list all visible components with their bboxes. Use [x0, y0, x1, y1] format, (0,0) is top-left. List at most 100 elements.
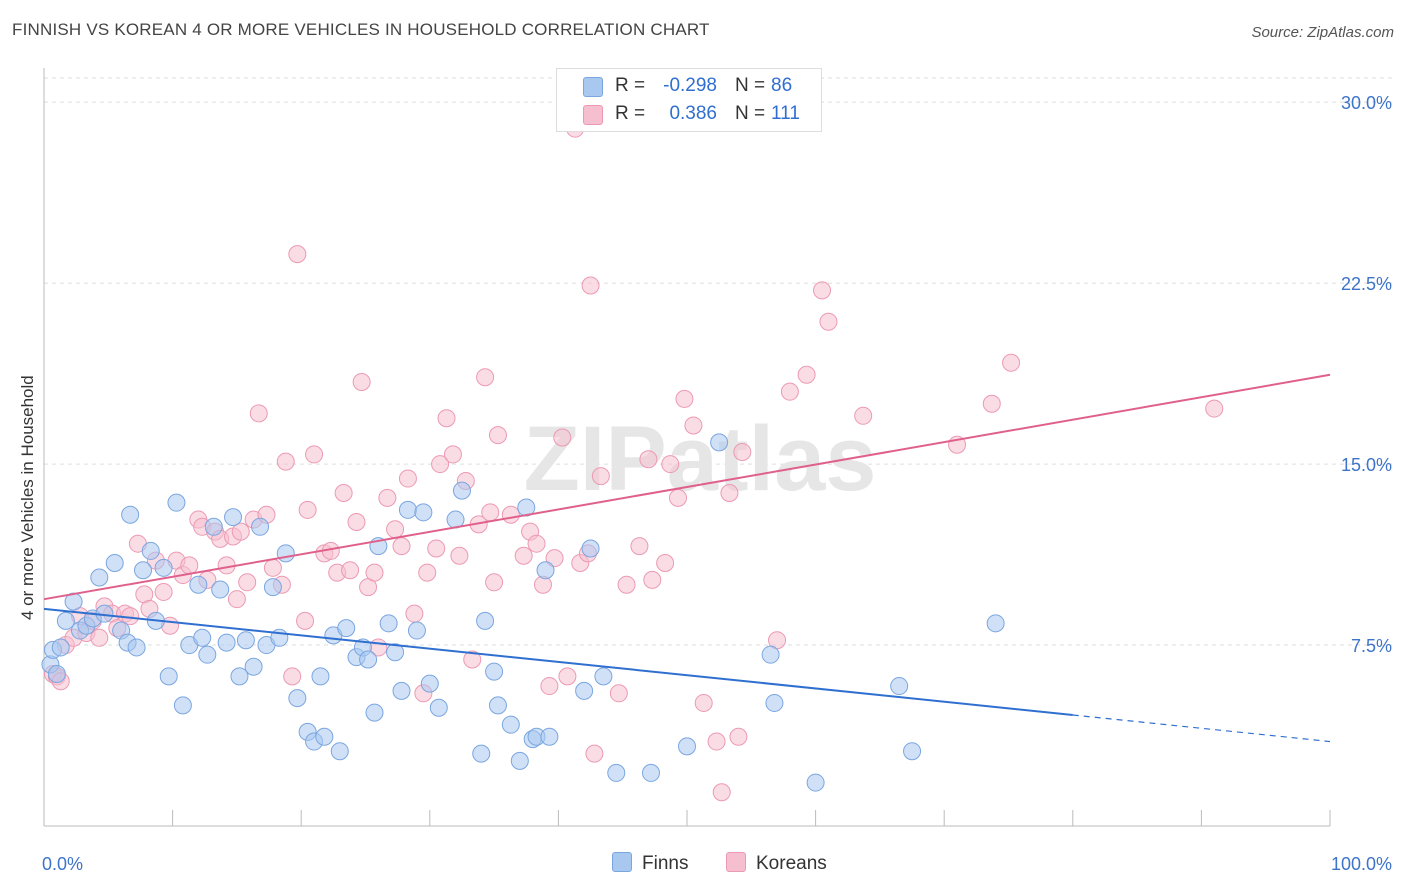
koreans-point [378, 488, 397, 507]
finns-point [379, 614, 398, 633]
koreans-point [797, 365, 816, 384]
finns-point [365, 703, 384, 722]
koreans-point [418, 563, 437, 582]
legend-koreans-swatch [726, 852, 746, 872]
koreans-point [661, 455, 680, 474]
koreans-point [712, 783, 731, 802]
finns-point [288, 689, 307, 708]
koreans-point [463, 650, 482, 669]
finns-point [230, 667, 249, 686]
finns-point [141, 541, 160, 560]
koreans-point [545, 549, 564, 568]
legend-item-finns[interactable]: Finns [612, 852, 688, 875]
finns-point [56, 611, 75, 630]
finns-point [337, 619, 356, 638]
koreans-point [352, 373, 371, 392]
x-tick-label: 100.0% [1331, 854, 1392, 874]
finns-point [211, 580, 230, 599]
koreans-point [720, 484, 739, 503]
finns-point [217, 633, 236, 652]
koreans-point [405, 604, 424, 623]
koreans-point [617, 575, 636, 594]
finns-point [276, 544, 295, 563]
finns-trend-extension [1072, 714, 1331, 743]
koreans-point [780, 382, 799, 401]
finns-point [472, 744, 491, 763]
koreans-point [982, 394, 1001, 413]
y-tick-label: 30.0% [1341, 93, 1392, 113]
koreans-point [501, 505, 520, 524]
finns-point [90, 568, 109, 587]
koreans-point [639, 450, 658, 469]
finns-point [51, 638, 70, 657]
koreans-point [443, 445, 462, 464]
koreans-point [298, 500, 317, 519]
koreans-point [675, 389, 694, 408]
koreans-point [591, 467, 610, 486]
koreans-point [365, 563, 384, 582]
koreans-point [334, 484, 353, 503]
finns-point [224, 508, 243, 527]
finns-point [236, 631, 255, 650]
finns-point [244, 657, 263, 676]
koreans-point [527, 534, 546, 553]
finns-point [159, 667, 178, 686]
finns-point [134, 561, 153, 580]
finns-point [251, 517, 270, 536]
finns-trend-line [43, 607, 1073, 717]
gridlines [44, 77, 1392, 646]
finns-point [594, 667, 613, 686]
koreans-point [668, 488, 687, 507]
finns-point [198, 645, 217, 664]
finns-point [189, 575, 208, 594]
koreans-point [733, 443, 752, 461]
finns-point [154, 558, 173, 577]
finns-point [510, 751, 529, 770]
koreans-point [481, 503, 500, 522]
trend-lines [43, 373, 1331, 743]
koreans-point [540, 677, 559, 696]
finns-point [127, 638, 146, 657]
finns-n-value: 86 [771, 75, 793, 96]
finns-point [485, 662, 504, 681]
koreans-point [585, 744, 604, 763]
koreans-point [1205, 399, 1224, 418]
koreans-n-label: N = [735, 103, 766, 124]
y-tick-label: 7.5% [1351, 636, 1392, 656]
koreans-n-value: 111 [771, 103, 800, 124]
koreans-point [305, 445, 324, 464]
finns-point [420, 674, 439, 693]
koreans-point [427, 539, 446, 558]
tick-labels: 7.5% 15.0% 22.5% 30.0% 0.0% 100.0% [42, 93, 1392, 874]
finns-point [386, 643, 405, 662]
koreans-point [488, 426, 507, 445]
koreans-point [729, 727, 748, 746]
axes [43, 68, 1331, 827]
koreans-point [558, 667, 577, 686]
koreans-point [553, 428, 572, 447]
finns-n-label: N = [735, 75, 766, 96]
chart-title: FINNISH VS KOREAN 4 OR MORE VEHICLES IN … [12, 20, 710, 39]
finns-point [330, 742, 349, 761]
finns-point [575, 681, 594, 700]
finns-point [392, 681, 411, 700]
koreans-point [296, 611, 315, 630]
stats-box: R = -0.298 N = 86 R = 0.386 N = 111 [556, 68, 822, 132]
koreans-point [398, 469, 417, 488]
finns-point [607, 763, 626, 782]
finns-points [41, 433, 1005, 792]
finns-point [641, 763, 660, 782]
koreans-point [485, 573, 504, 592]
stats-row-koreans: R = 0.386 N = 111 [557, 101, 821, 131]
finns-point [359, 650, 378, 669]
finns-point [488, 696, 507, 715]
finns-point [263, 578, 282, 597]
legend-item-koreans[interactable]: Koreans [726, 852, 827, 875]
koreans-point [283, 667, 302, 686]
koreans-point [1002, 353, 1021, 372]
koreans-point [249, 404, 268, 423]
koreans-point [514, 546, 533, 565]
koreans-trend-line [43, 373, 1331, 601]
finns-point [536, 561, 555, 580]
finns-point [398, 500, 417, 519]
